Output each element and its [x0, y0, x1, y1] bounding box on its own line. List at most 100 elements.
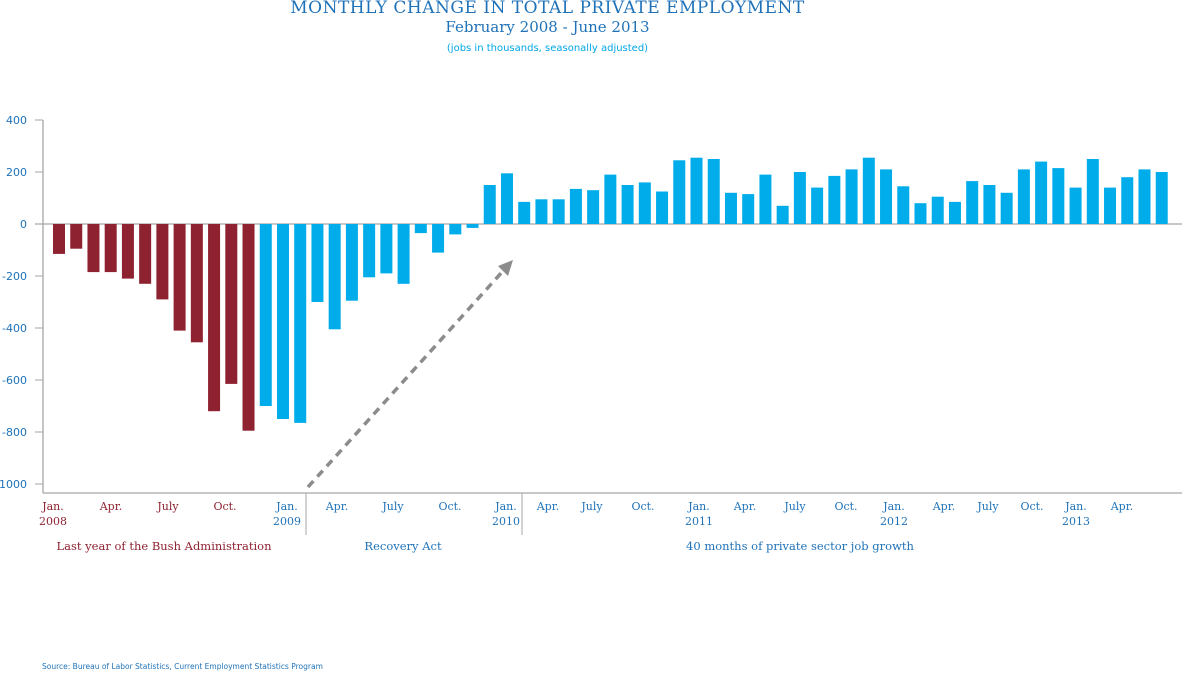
bar-bush-6: [156, 224, 169, 300]
trend-arrow-head-icon: [498, 260, 513, 276]
bar-obama-45: [1035, 161, 1048, 224]
bar-obama-7: [380, 224, 393, 274]
period-label: Recovery Act: [364, 539, 442, 553]
bar-obama-19: [587, 190, 600, 224]
x-tick-label: Oct.: [631, 500, 654, 513]
x-tick-label: Jan.: [275, 500, 298, 513]
bar-obama-12: [466, 224, 479, 228]
bar-obama-48: [1086, 159, 1099, 224]
bar-obama-25: [690, 157, 703, 224]
bar-obama-4: [328, 224, 341, 330]
x-tick-label: Oct.: [1020, 500, 1043, 513]
y-tick-label: -1000: [0, 478, 27, 491]
bar-obama-15: [518, 201, 531, 224]
x-tick-label: Jan.: [41, 500, 64, 513]
bar-obama-8: [397, 224, 410, 284]
bar-obama-31: [793, 172, 806, 224]
x-tick-label: Oct.: [213, 500, 236, 513]
bar-obama-22: [638, 182, 651, 224]
x-tick-year: 2008: [39, 515, 67, 528]
trend-arrow-line: [306, 269, 505, 489]
period-label: 40 months of private sector job growth: [686, 539, 915, 553]
bar-obama-38: [914, 203, 927, 224]
bar-obama-51: [1138, 169, 1151, 224]
bar-obama-36: [880, 169, 893, 224]
x-tick-label: Jan.: [1064, 500, 1087, 513]
x-tick-label: July: [783, 500, 806, 513]
bar-obama-20: [604, 174, 617, 224]
bar-obama-23: [656, 191, 669, 224]
bar-obama-32: [811, 187, 824, 224]
bar-bush-8: [190, 224, 203, 343]
bar-obama-21: [621, 185, 634, 224]
x-tick-label: Apr.: [1110, 500, 1134, 513]
period-label: Last year of the Bush Administration: [57, 539, 273, 553]
bar-obama-46: [1052, 168, 1065, 224]
x-tick-label: July: [156, 500, 179, 513]
bar-bush-0: [53, 224, 65, 254]
bar-bush-2: [87, 224, 100, 273]
bar-obama-14: [500, 173, 513, 224]
y-tick-label: -200: [2, 270, 27, 283]
bar-obama-27: [724, 192, 737, 224]
bar-obama-11: [449, 224, 462, 235]
x-tick-year: 2013: [1062, 515, 1090, 528]
bar-bush-11: [242, 224, 255, 431]
x-tick-label: Oct.: [834, 500, 857, 513]
bar-obama-33: [828, 175, 841, 224]
bar-obama-17: [552, 199, 565, 224]
x-tick-label: July: [976, 500, 999, 513]
bar-bush-1: [70, 224, 83, 249]
bar-obama-37: [897, 186, 910, 224]
bar-obama-30: [776, 205, 789, 224]
x-tick-label: Apr.: [325, 500, 349, 513]
bar-bush-5: [139, 224, 152, 284]
x-tick-label: July: [381, 500, 404, 513]
x-tick-year: 2011: [685, 515, 713, 528]
y-tick-label: 200: [6, 166, 27, 179]
bar-obama-42: [983, 185, 996, 224]
bar-obama-26: [707, 159, 720, 224]
bar-bush-4: [121, 224, 134, 279]
y-tick-label: 400: [6, 114, 27, 127]
bar-obama-50: [1121, 177, 1134, 224]
chart-note: (jobs in thousands, seasonally adjusted): [446, 43, 649, 54]
bar-obama-35: [862, 157, 875, 224]
bar-obama-2: [294, 224, 307, 423]
bar-obama-41: [966, 181, 979, 224]
bar-obama-0: [259, 224, 272, 406]
x-tick-year: 2009: [273, 515, 301, 528]
x-tick-year: 2010: [492, 515, 520, 528]
bar-bush-3: [104, 224, 117, 273]
x-tick-label: Apr.: [932, 500, 956, 513]
bar-obama-47: [1069, 187, 1082, 224]
bar-obama-6: [363, 224, 376, 278]
bar-bush-10: [225, 224, 238, 384]
bar-bush-9: [208, 224, 221, 412]
bar-obama-24: [673, 160, 686, 224]
x-tick-label: Jan.: [494, 500, 517, 513]
source-note: Source: Bureau of Labor Statistics, Curr…: [42, 662, 323, 671]
bar-obama-44: [1017, 169, 1030, 224]
bar-obama-5: [345, 224, 358, 301]
bar-obama-34: [845, 169, 858, 224]
chart-subtitle: February 2008 - June 2013: [445, 18, 650, 36]
bar-obama-29: [759, 174, 772, 224]
x-tick-year: 2012: [880, 515, 908, 528]
bar-obama-52: [1155, 172, 1168, 224]
y-tick-label: 0: [20, 218, 27, 231]
bar-obama-3: [311, 224, 324, 302]
y-tick-label: -400: [2, 322, 27, 335]
chart-title: MONTHLY CHANGE IN TOTAL PRIVATE EMPLOYME…: [290, 0, 805, 18]
x-tick-label: Apr.: [99, 500, 123, 513]
bar-obama-9: [414, 224, 427, 234]
x-tick-label: Apr.: [536, 500, 560, 513]
x-tick-label: Apr.: [733, 500, 757, 513]
x-tick-label: July: [580, 500, 603, 513]
x-tick-label: Jan.: [687, 500, 710, 513]
bar-obama-16: [535, 199, 548, 224]
y-tick-label: -600: [2, 374, 27, 387]
x-tick-label: Jan.: [882, 500, 905, 513]
y-tick-label: -800: [2, 426, 27, 439]
